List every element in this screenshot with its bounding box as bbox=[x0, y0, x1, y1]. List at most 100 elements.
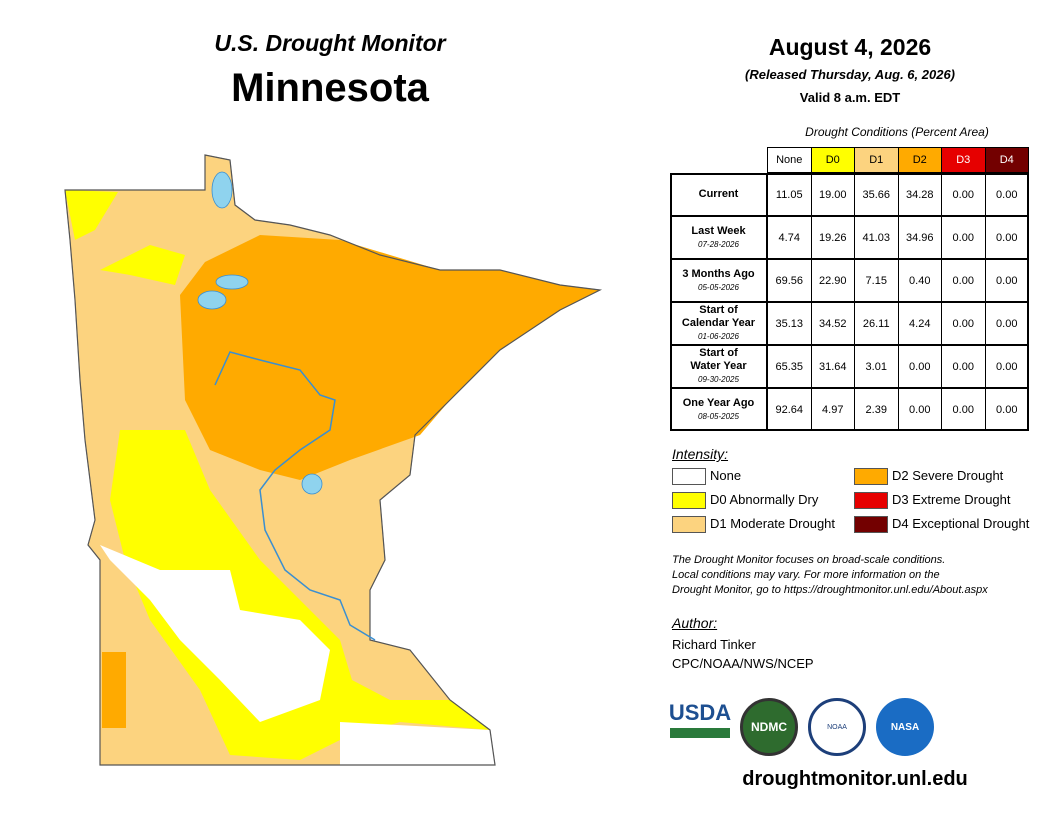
lake bbox=[301, 473, 323, 495]
logos: USDA NDMC NOAA NASA bbox=[668, 698, 1038, 758]
table-cell: 0.00 bbox=[984, 388, 1029, 431]
row-date: 01-06-2026 bbox=[698, 332, 739, 341]
column-header: D4 bbox=[984, 147, 1029, 173]
legend-swatch bbox=[672, 468, 706, 485]
note-line: Drought Monitor, go to https://droughtmo… bbox=[672, 584, 988, 596]
region-none bbox=[340, 722, 495, 765]
table-cell: 4.74 bbox=[767, 216, 812, 259]
row-label: Current bbox=[670, 173, 767, 216]
map bbox=[64, 154, 603, 766]
legend-label: D0 Abnormally Dry bbox=[710, 492, 819, 507]
row-date: 07-28-2026 bbox=[698, 239, 739, 249]
logo: USDA bbox=[669, 698, 731, 738]
table-cell: 34.52 bbox=[810, 302, 855, 345]
author-title: Author: bbox=[672, 615, 718, 631]
region-d2 bbox=[180, 235, 600, 480]
row-label: One Year Ago 08-05-2025 bbox=[670, 388, 767, 431]
row-label: Last Week 07-28-2026 bbox=[670, 216, 767, 259]
lake bbox=[197, 290, 227, 310]
region-d0 bbox=[65, 190, 118, 240]
table-cell: 0.00 bbox=[941, 259, 986, 302]
table-cell: 2.39 bbox=[854, 388, 899, 431]
row-label-line: 3 Months Ago bbox=[682, 267, 755, 280]
row-label: Start of Water Year 09-30-2025 bbox=[670, 345, 767, 388]
author-org: CPC/NOAA/NWS/NCEP bbox=[672, 656, 814, 671]
map-date: August 4, 2026 bbox=[768, 34, 932, 60]
legend-swatch bbox=[672, 492, 706, 509]
table-cell: 0.00 bbox=[897, 345, 942, 388]
table-cell: 35.66 bbox=[854, 173, 899, 216]
legend-swatch bbox=[854, 468, 888, 485]
title: U.S. Drought Monitor bbox=[214, 30, 446, 56]
legend-swatch bbox=[672, 516, 706, 533]
table-cell: 26.11 bbox=[854, 302, 899, 345]
table-cell: 65.35 bbox=[767, 345, 812, 388]
note-line: The Drought Monitor focuses on broad-sca… bbox=[672, 554, 946, 566]
legend-label: D1 Moderate Drought bbox=[710, 516, 836, 531]
column-header: D3 bbox=[941, 147, 986, 173]
logo: NASA bbox=[876, 698, 934, 756]
legend-title: Intensity: bbox=[672, 446, 729, 462]
row-label-line: Start of bbox=[699, 347, 738, 359]
lake bbox=[211, 171, 233, 209]
table-cell: 4.97 bbox=[810, 388, 855, 431]
lake bbox=[215, 274, 249, 290]
table-cell: 19.26 bbox=[810, 216, 855, 259]
table-caption: Drought Conditions (Percent Area) bbox=[805, 125, 989, 139]
table-cell: 69.56 bbox=[767, 259, 812, 302]
table-cell: 0.00 bbox=[941, 302, 986, 345]
column-header: None bbox=[767, 147, 812, 173]
state-name: Minnesota bbox=[231, 66, 429, 110]
legend-label: None bbox=[710, 468, 742, 483]
table-cell: 92.64 bbox=[767, 388, 812, 431]
state-outline bbox=[64, 154, 603, 766]
table-cell: 7.15 bbox=[854, 259, 899, 302]
column-header: D0 bbox=[810, 147, 855, 173]
region-d0 bbox=[100, 245, 185, 285]
table-cell: 4.24 bbox=[897, 302, 942, 345]
table-cell: 19.00 bbox=[810, 173, 855, 216]
row-label-line: Start of bbox=[699, 304, 738, 316]
table-cell: 11.05 bbox=[767, 173, 812, 216]
logo: NOAA bbox=[808, 698, 866, 756]
table-cell: 0.00 bbox=[984, 259, 1029, 302]
table-cell: 31.64 bbox=[810, 345, 855, 388]
row-date: 05-05-2026 bbox=[698, 282, 739, 292]
row-label: 3 Months Ago 05-05-2026 bbox=[670, 259, 767, 302]
table-cell: 22.90 bbox=[810, 259, 855, 302]
row-label: Start of Calendar Year 01-06-2026 bbox=[670, 302, 767, 345]
url: droughtmonitor.unl.edu bbox=[742, 768, 968, 790]
table-cell: 35.13 bbox=[767, 302, 812, 345]
logo: NDMC bbox=[740, 698, 798, 756]
table-cell: 34.28 bbox=[897, 173, 942, 216]
table-cell: 3.01 bbox=[854, 345, 899, 388]
table-cell: 0.00 bbox=[941, 173, 986, 216]
column-header: D1 bbox=[854, 147, 899, 173]
stats-table: None D0 D1 D2 D3 D4 Current 11.05 19.00 35.66 34.2… bbox=[670, 147, 1029, 432]
table-cell: 0.00 bbox=[984, 173, 1029, 216]
row-label-line: Calendar Year bbox=[681, 317, 756, 329]
row-label-line: Water Year bbox=[690, 360, 747, 372]
region-d0 bbox=[110, 430, 490, 760]
table-cell: 0.00 bbox=[941, 216, 986, 259]
table-cell: 41.03 bbox=[854, 216, 899, 259]
table-cell: 0.00 bbox=[941, 388, 986, 431]
legend-label: D3 Extreme Drought bbox=[892, 492, 1011, 507]
legend-label: D4 Exceptional Drought bbox=[892, 516, 1030, 531]
legend-swatch bbox=[854, 516, 888, 533]
river bbox=[214, 351, 376, 641]
valid-time: Valid 8 a.m. EDT bbox=[799, 90, 901, 105]
author-name: Richard Tinker bbox=[672, 637, 756, 652]
region-none bbox=[100, 545, 330, 722]
note: The Drought Monitor focuses on broad-sca… bbox=[672, 553, 988, 598]
region-d2 bbox=[102, 652, 126, 728]
row-label-line: Current bbox=[698, 188, 739, 200]
row-label-line: Last Week bbox=[691, 224, 746, 237]
note-line: Local conditions may vary. For more info… bbox=[672, 569, 940, 581]
row-date: 09-30-2025 bbox=[698, 375, 739, 384]
legend: None D0 Abnormally Dry D1 Moderate Drought… bbox=[672, 468, 1052, 540]
row-date: 08-05-2025 bbox=[698, 411, 739, 421]
legend-label: D2 Severe Drought bbox=[892, 468, 1004, 483]
table-cell: 34.96 bbox=[897, 216, 942, 259]
